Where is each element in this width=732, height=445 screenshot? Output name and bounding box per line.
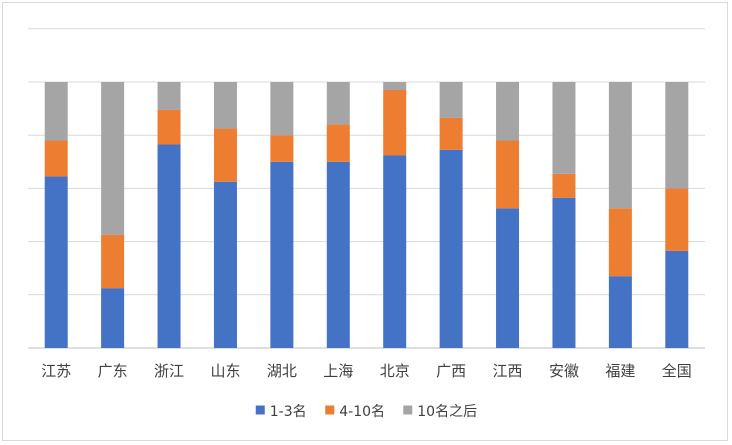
bar-segment-3 — [665, 82, 689, 189]
bar-segment-3 — [552, 82, 576, 174]
bar-segment-1 — [101, 288, 125, 348]
bar-segment-3 — [270, 82, 294, 136]
bar-segment-1 — [552, 197, 576, 348]
bar-segment-2 — [213, 128, 237, 182]
legend: 1-3名 4-10名 10名之后 — [255, 404, 477, 420]
x-tick-label: 广西 — [436, 362, 466, 380]
bar-segment-1 — [383, 155, 407, 348]
bar-segment-2 — [326, 124, 350, 162]
bar-segment-1 — [608, 276, 632, 348]
x-tick-label: 上海 — [323, 362, 353, 380]
bar-segment-1 — [270, 161, 294, 348]
x-tick-label: 北京 — [380, 362, 410, 380]
gridlines — [28, 28, 705, 349]
bar-segment-1 — [213, 181, 237, 348]
bar-segment-1 — [665, 250, 689, 348]
bar-segment-1 — [326, 161, 350, 348]
x-axis-tick-labels: 江苏 广东 浙江 山东 湖北 上海 北京 广西 江西 安徽 福建 全国 — [41, 362, 692, 380]
bar-segment-3 — [326, 82, 350, 125]
x-tick-label: 山东 — [210, 362, 240, 380]
x-tick-label: 全国 — [662, 362, 692, 380]
bar-segment-3 — [383, 82, 407, 90]
legend-swatch — [403, 405, 413, 415]
bar-segment-2 — [383, 89, 407, 156]
bar-segment-3 — [608, 82, 632, 209]
bar-segment-1 — [157, 144, 181, 348]
x-tick-label: 广东 — [98, 362, 128, 380]
x-tick-label: 福建 — [605, 362, 635, 380]
legend-swatch — [255, 405, 265, 415]
bar-segment-3 — [157, 82, 181, 110]
bar-segment-2 — [270, 135, 294, 162]
legend-label: 4-10名 — [339, 404, 385, 420]
bar-segment-1 — [439, 149, 463, 348]
bar-segment-2 — [439, 117, 463, 150]
bar-segment-2 — [608, 208, 632, 277]
bar-segment-2 — [44, 140, 68, 177]
x-tick-label: 江苏 — [41, 362, 71, 380]
legend-label: 1-3名 — [270, 404, 307, 420]
bar-segment-1 — [496, 208, 520, 348]
bar-segment-2 — [101, 234, 125, 289]
bar-segment-3 — [213, 82, 237, 129]
legend-swatch — [325, 405, 335, 415]
bar-segment-2 — [552, 173, 576, 198]
bar-segment-2 — [665, 188, 689, 251]
legend-label: 10名之后 — [417, 404, 477, 420]
bar-segment-3 — [496, 82, 520, 141]
x-tick-label: 江西 — [493, 362, 523, 380]
x-tick-label: 湖北 — [267, 362, 297, 380]
bar-segment-2 — [157, 109, 181, 145]
bar-segment-1 — [44, 176, 68, 348]
bar-segment-3 — [101, 82, 125, 235]
x-tick-label: 浙江 — [154, 362, 184, 380]
bar-segment-2 — [496, 140, 520, 209]
bar-segment-3 — [44, 82, 68, 141]
x-tick-label: 安徽 — [549, 362, 579, 380]
bars — [44, 82, 689, 348]
bar-segment-3 — [439, 82, 463, 118]
